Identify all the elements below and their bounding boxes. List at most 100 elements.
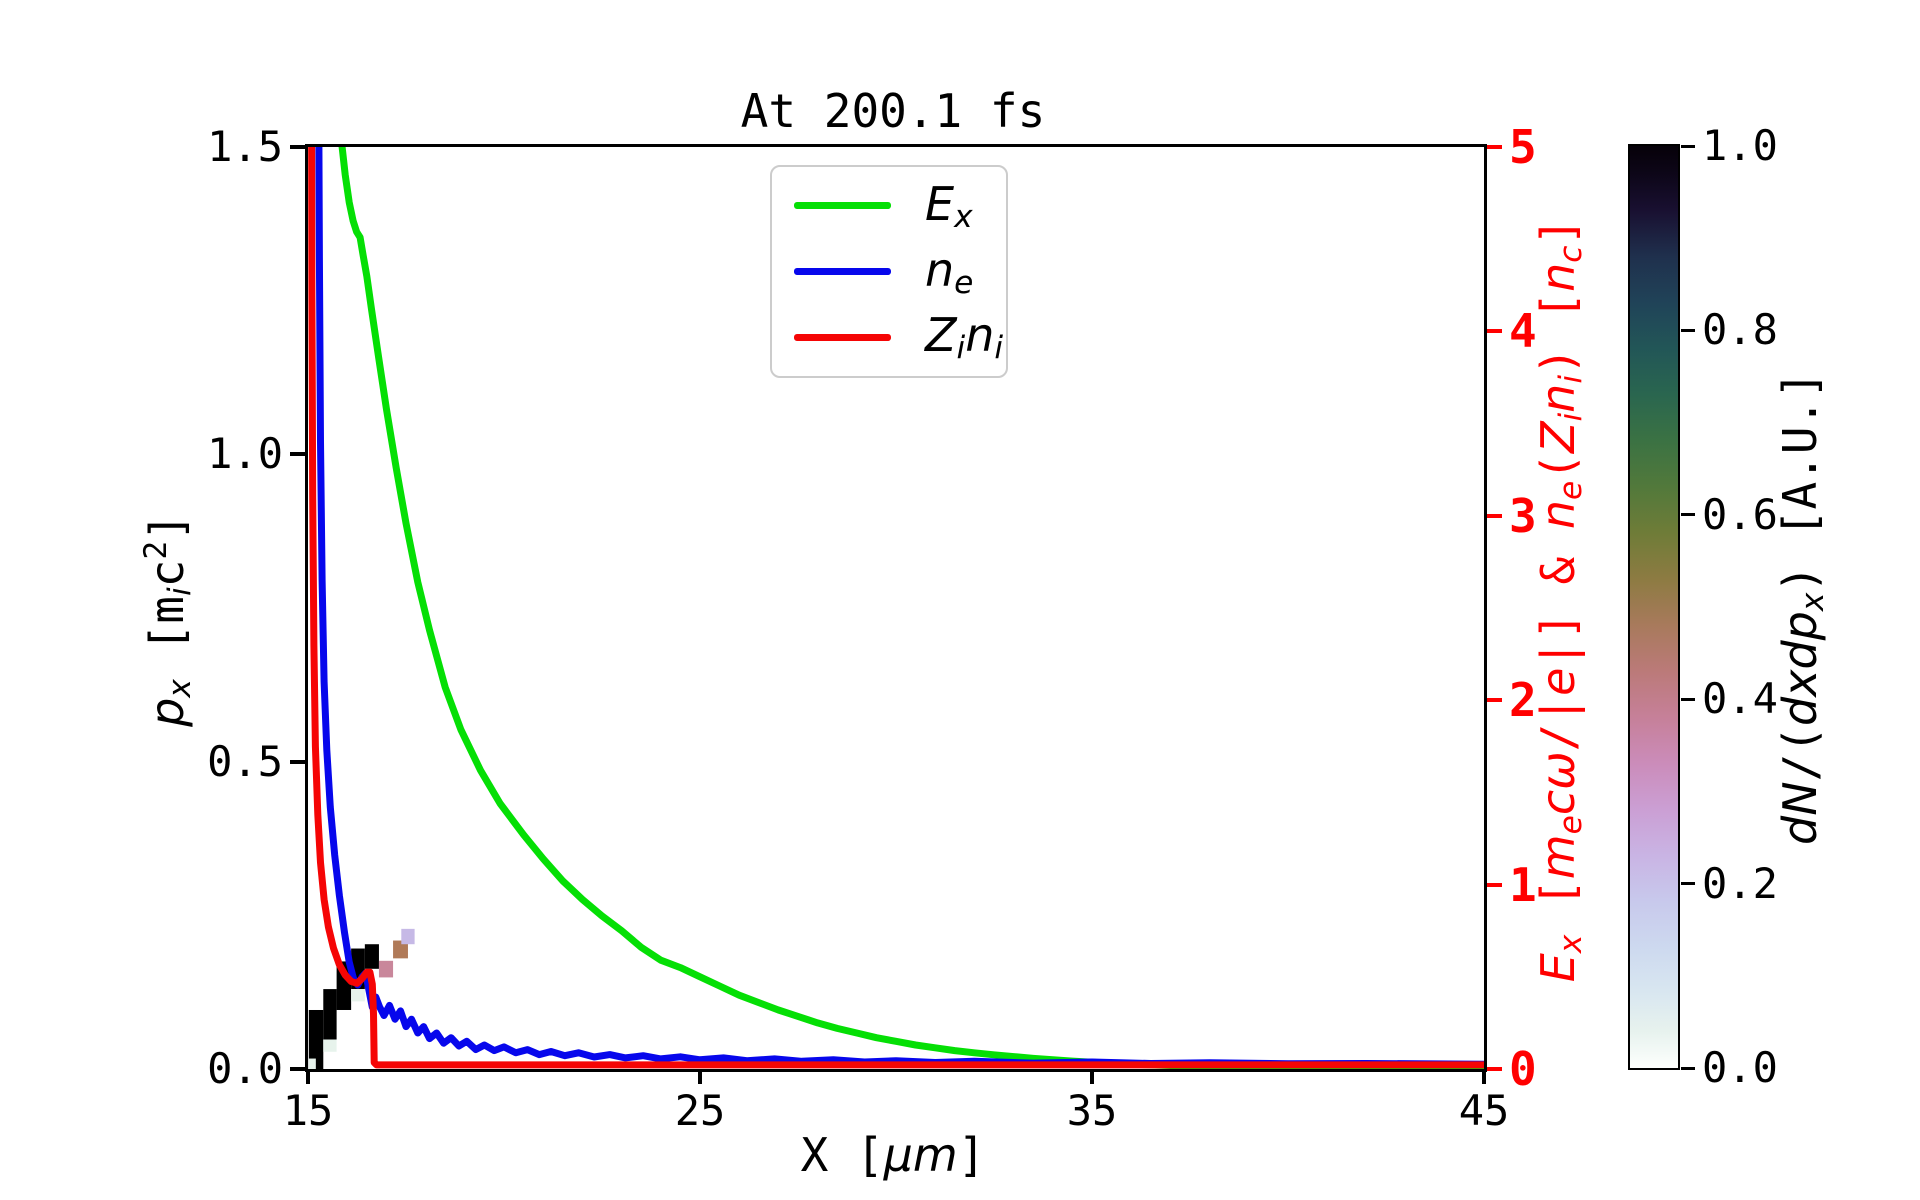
- y-right-tick-label: 5: [1509, 120, 1537, 174]
- y-left-tick-mark: [290, 452, 305, 457]
- label-segment: x: [1794, 592, 1831, 612]
- label-segment: X [: [800, 1128, 884, 1182]
- y-right-tick-mark: [1487, 698, 1502, 703]
- label-segment: i: [1552, 374, 1589, 384]
- label-segment: m: [1531, 834, 1586, 880]
- label-segment: e: [1552, 480, 1589, 500]
- label-segment: x: [954, 198, 973, 235]
- label-segment: [: [1531, 879, 1586, 935]
- label-segment: d: [1773, 696, 1828, 726]
- histogram-cell: [308, 1009, 324, 1069]
- y-left-tick-label: 0.0: [207, 1044, 283, 1093]
- x-tick-mark: [1482, 1069, 1486, 1084]
- colorbar-tick-mark: [1681, 697, 1695, 701]
- y-axis-label-right: Ex [mecω/|e|] & ne(Zini) [nc]: [1531, 218, 1589, 982]
- histogram-cell: [323, 1039, 337, 1052]
- legend-line-sample: [794, 267, 891, 275]
- label-segment: μm: [883, 1128, 958, 1182]
- y-axis-label-left: px [mic2]: [138, 513, 198, 727]
- label-segment: d: [1773, 640, 1828, 670]
- label-segment: d: [1773, 815, 1828, 845]
- label-segment: e: [954, 264, 974, 301]
- label-segment: x: [162, 679, 199, 698]
- y-right-tick-label: 1: [1509, 857, 1537, 912]
- y-left-tick-mark: [290, 145, 305, 149]
- histogram-2d: [308, 928, 415, 1069]
- colorbar-tick-mark: [1681, 882, 1695, 886]
- label-segment: x: [1552, 934, 1589, 954]
- legend-box: Ex ne Zini: [770, 165, 1008, 378]
- label-segment: [: [140, 623, 195, 680]
- y-left-tick-mark: [290, 1067, 305, 1071]
- x-tick-label: 25: [674, 1086, 726, 1135]
- y-left-tick-mark: [290, 759, 305, 764]
- label-segment: ) [: [1531, 291, 1586, 375]
- colorbar-tick-mark: [1681, 144, 1695, 148]
- colorbar-tick-mark: [1681, 513, 1695, 517]
- label-segment: (: [1531, 453, 1586, 481]
- legend-line-sample: [794, 202, 891, 210]
- label-segment: E: [925, 176, 955, 231]
- x-axis-label: X [μm]: [801, 1128, 986, 1182]
- y-right-tick-mark: [1487, 882, 1502, 887]
- x-tick-label: 15: [282, 1086, 334, 1135]
- label-segment: c: [140, 559, 195, 588]
- legend-entry-Zini: Zini: [772, 305, 1006, 369]
- x-tick-label: 45: [1458, 1086, 1510, 1135]
- label-segment: i: [1552, 412, 1589, 422]
- y-left-tick-label: 1.0: [207, 429, 283, 479]
- histogram-cell: [378, 960, 394, 978]
- label-segment: x: [1773, 669, 1828, 697]
- y-right-tick-label: 4: [1509, 304, 1537, 359]
- label-segment: i: [956, 330, 966, 367]
- y-right-tick-label: 2: [1509, 673, 1537, 728]
- label-segment: /(: [1773, 725, 1828, 782]
- label-segment: c: [1531, 789, 1586, 816]
- label-segment: ω: [1531, 751, 1586, 790]
- label-segment: /|: [1531, 695, 1586, 752]
- colorbar-tick-label: 1.0: [1702, 121, 1778, 170]
- label-segment: N: [1773, 781, 1828, 816]
- colorbar-tick-label: 0.0: [1702, 1043, 1778, 1092]
- x-tick-mark: [698, 1069, 702, 1084]
- colorbar-tick-mark: [1681, 1066, 1695, 1070]
- label-segment: n: [1531, 383, 1586, 413]
- curves-layer: [308, 147, 1484, 1069]
- legend-line-sample: [794, 333, 891, 341]
- label-segment: n: [925, 242, 955, 297]
- label-segment: ]: [1531, 217, 1586, 246]
- colorbar-tick-label: 0.8: [1702, 305, 1778, 355]
- x-tick-mark: [306, 1069, 310, 1084]
- label-segment: p: [1773, 611, 1828, 641]
- x-tick-label: 35: [1066, 1086, 1118, 1135]
- histogram-cell: [401, 928, 415, 945]
- plot-title: At 200.1 fs: [740, 84, 1046, 138]
- label-segment: 2: [137, 540, 174, 560]
- legend-label: Ex: [925, 177, 973, 235]
- histogram-cell: [364, 944, 379, 969]
- y-right-tick-label: 3: [1509, 488, 1537, 543]
- histogram-cell: [351, 989, 365, 1002]
- label-segment: E: [1531, 953, 1586, 983]
- colorbar-tick-mark: [1681, 328, 1695, 332]
- label-segment: e: [1552, 815, 1589, 835]
- label-segment: Z: [925, 308, 957, 363]
- label-segment: i: [162, 587, 199, 597]
- y-left-tick-label: 1.5: [207, 122, 283, 171]
- label-segment: ]: [140, 513, 195, 541]
- label-segment: p: [140, 697, 195, 727]
- histogram-cell: [323, 989, 337, 1040]
- label-segment: i: [994, 330, 1004, 367]
- legend-label: ne: [925, 243, 973, 301]
- colorbar-tick-label: 0.2: [1702, 858, 1778, 908]
- series-line-ne: [315, 147, 1484, 1068]
- y-right-tick-mark: [1487, 513, 1502, 518]
- label-segment: n: [1531, 499, 1586, 530]
- label-segment: e: [1531, 667, 1586, 696]
- y-right-tick-mark: [1487, 1067, 1502, 1071]
- colorbar-tick-label: 0.4: [1702, 674, 1778, 724]
- colorbar-tick-label: 0.6: [1702, 489, 1778, 539]
- x-tick-mark: [1090, 1069, 1094, 1084]
- y-right-tick-label: 0: [1509, 1042, 1537, 1096]
- legend-entry-ne: ne: [772, 239, 1006, 303]
